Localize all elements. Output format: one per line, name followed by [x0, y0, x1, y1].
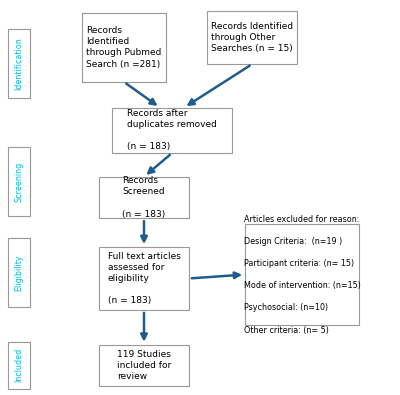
Text: Included: Included [15, 348, 24, 382]
FancyBboxPatch shape [207, 11, 297, 64]
Text: Screening: Screening [15, 162, 24, 202]
FancyBboxPatch shape [245, 224, 359, 325]
Text: Records Identified
through Other
Searches (n = 15): Records Identified through Other Searche… [211, 22, 293, 53]
FancyBboxPatch shape [8, 29, 30, 98]
FancyBboxPatch shape [112, 107, 232, 153]
Text: Identification: Identification [15, 37, 24, 90]
Text: Records
Screened

(n = 183): Records Screened (n = 183) [122, 176, 166, 219]
FancyBboxPatch shape [82, 13, 166, 82]
FancyBboxPatch shape [8, 147, 30, 216]
Text: Records
Identified
through Pubmed
Search (n =281): Records Identified through Pubmed Search… [86, 26, 162, 69]
FancyBboxPatch shape [8, 238, 30, 307]
Text: Records after
duplicates removed

(n = 183): Records after duplicates removed (n = 18… [127, 109, 217, 152]
Text: 119 Studies
included for
review: 119 Studies included for review [117, 350, 171, 381]
FancyBboxPatch shape [99, 177, 189, 218]
Text: Full text articles
assessed for
eligibility

(n = 183): Full text articles assessed for eligibil… [108, 252, 180, 305]
FancyBboxPatch shape [8, 342, 30, 389]
FancyBboxPatch shape [99, 247, 189, 310]
Text: Articles excluded for reason:

Design Criteria:  (n=19 )

Participant criteria: : Articles excluded for reason: Design Cri… [244, 214, 360, 335]
Text: Eligibility: Eligibility [15, 254, 24, 291]
FancyBboxPatch shape [99, 344, 189, 386]
